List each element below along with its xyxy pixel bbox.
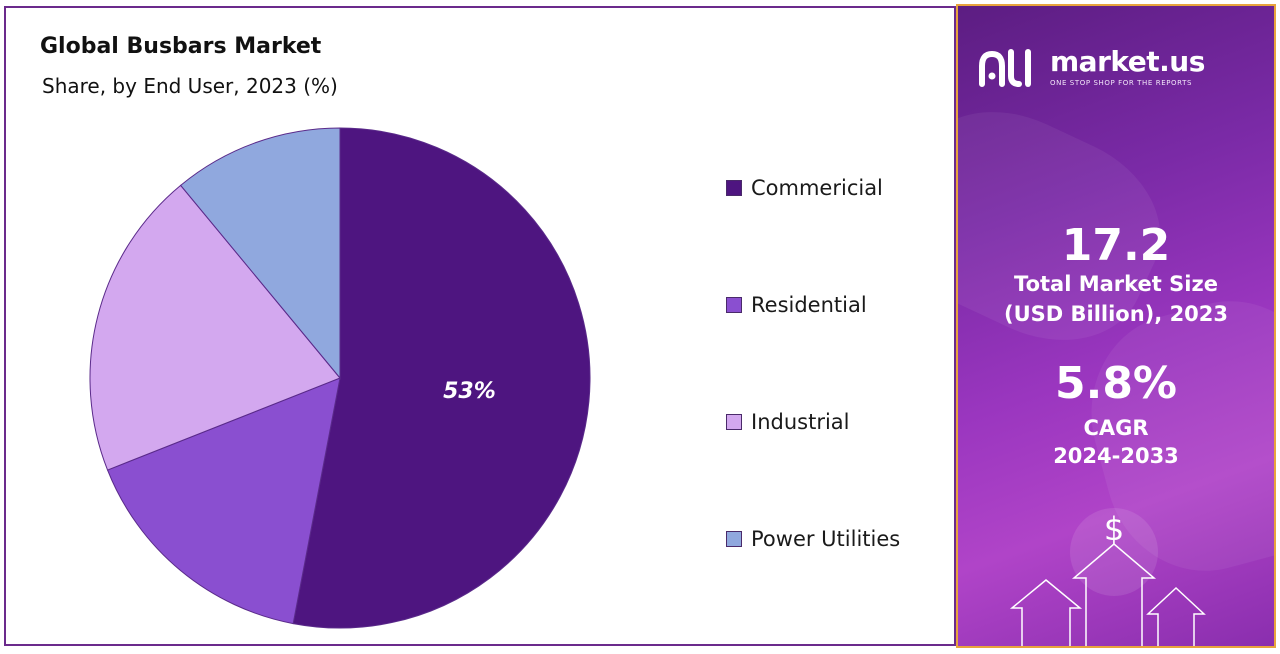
growth-arrows-illustration: $ [1009, 508, 1206, 646]
coin-icon [1070, 508, 1158, 596]
pie-chart: 53% [89, 127, 591, 629]
legend-label: Commericial [751, 176, 883, 200]
legend-label: Industrial [751, 410, 850, 434]
pie-data-label: 53% [443, 379, 496, 404]
cagr-period: 2024-2033 [1053, 444, 1179, 468]
market-size-label: Total Market Size [1014, 272, 1218, 296]
dollar-sign-icon: $ [1104, 510, 1124, 548]
legend-swatch [726, 531, 742, 547]
pie-slice-power-utilities [179, 127, 341, 380]
legend-item: Power Utilities [726, 527, 900, 551]
legend-label: Power Utilities [751, 527, 901, 551]
legend-swatch [726, 297, 742, 313]
pie-slice-residential [106, 377, 341, 625]
legend-swatch [726, 180, 742, 196]
pie-slice-commericial [292, 127, 591, 629]
legend-item: Industrial [726, 410, 850, 434]
legend-item: Commericial [726, 176, 883, 200]
market-size-value: 17.2 [1061, 220, 1171, 271]
chart-panel: Global Busbars Market Share, by End User… [4, 6, 956, 646]
market-size-unit: (USD Billion), 2023 [1003, 302, 1229, 326]
legend-item: Residential [726, 293, 867, 317]
pie-slice-industrial [89, 184, 341, 471]
chart-title: Global Busbars Market [40, 34, 322, 59]
cagr-value: 5.8% [1054, 358, 1178, 409]
arrow-up-icon [1009, 543, 1206, 646]
brand-name: market.us [1050, 44, 1205, 78]
market-summary-panel: market.us ONE STOP SHOP FOR THE REPORTS … [956, 4, 1276, 648]
legend-swatch [726, 414, 742, 430]
market-us-logo-icon [979, 49, 1031, 87]
brand-tagline: ONE STOP SHOP FOR THE REPORTS [1050, 78, 1193, 87]
legend-label: Residential [751, 293, 867, 317]
cagr-label: CAGR [1083, 416, 1149, 440]
chart-subtitle: Share, by End User, 2023 (%) [42, 74, 338, 98]
brand: market.us ONE STOP SHOP FOR THE REPORTS [978, 46, 1205, 88]
